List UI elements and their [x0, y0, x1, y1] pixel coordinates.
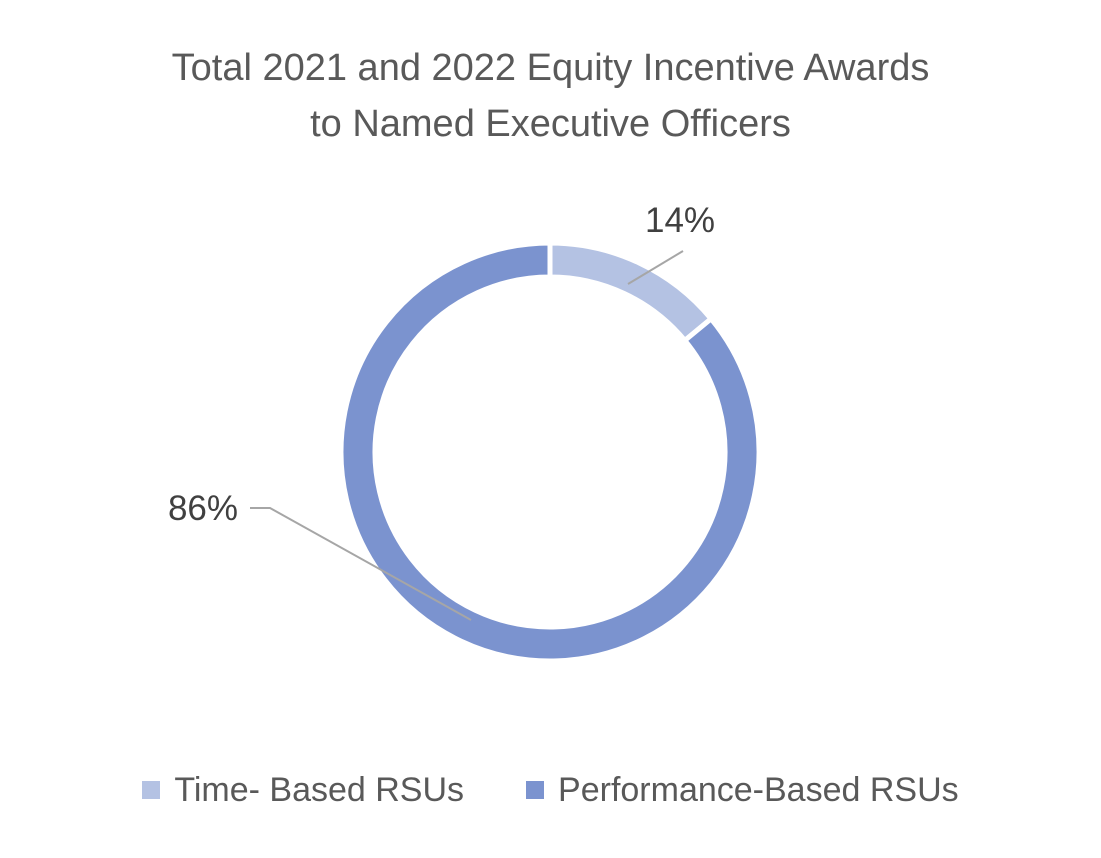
legend-swatch-performance-based: [526, 781, 545, 799]
chart-title-line-2: to Named Executive Officers: [310, 103, 791, 145]
legend-item-performance-based: Performance-Based RSUs: [526, 768, 959, 812]
donut-slice-performance-based: [338, 240, 762, 664]
data-label-performance-based: 86%: [168, 489, 238, 528]
chart-legend: Time- Based RSUs Performance-Based RSUs: [0, 768, 1101, 812]
legend-label-performance-based: Performance-Based RSUs: [558, 771, 959, 809]
chart-title-line-1: Total 2021 and 2022 Equity Incentive Awa…: [171, 47, 930, 89]
legend-swatch-time-based: [142, 781, 161, 799]
legend-label-time-based: Time- Based RSUs: [174, 771, 465, 809]
leader-line-performance-based: [250, 507, 472, 621]
leader-line-time-based: [627, 250, 684, 285]
data-label-time-based: 14%: [645, 201, 715, 240]
chart-title: Total 2021 and 2022 Equity Incentive Awa…: [0, 40, 1101, 152]
legend-item-time-based: Time- Based RSUs: [142, 768, 464, 812]
donut-slice-time-based: [547, 240, 715, 344]
